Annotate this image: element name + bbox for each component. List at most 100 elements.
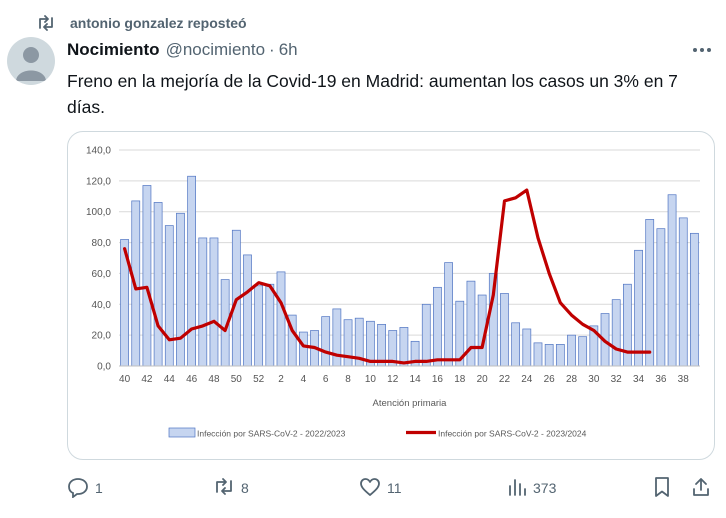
x-tick-label: 52 (253, 374, 265, 385)
x-tick-label: 20 (477, 374, 489, 385)
bar (533, 342, 543, 367)
bar (198, 237, 208, 367)
views-count: 373 (533, 480, 557, 496)
y-tick-label: 40,0 (92, 300, 112, 311)
tweet-text: Freno en la mejoría de la Covid-19 en Ma… (67, 71, 678, 117)
like-count: 11 (387, 480, 402, 496)
views-button[interactable]: 373 (507, 474, 556, 502)
x-tick-label: 8 (345, 374, 351, 385)
x-tick-label: 46 (186, 374, 198, 385)
x-tick-label: 10 (365, 374, 377, 385)
bar (377, 323, 386, 367)
like-button[interactable]: 11 (359, 474, 402, 502)
bar (567, 334, 576, 367)
x-tick-label: 12 (387, 374, 399, 385)
reply-count: 1 (95, 480, 103, 496)
x-tick-label: 26 (544, 374, 556, 385)
x-tick-label: 2 (278, 374, 284, 385)
views-icon (507, 477, 533, 500)
x-tick-label: 42 (141, 374, 153, 385)
separator: · (269, 40, 275, 59)
x-tick-label: 44 (164, 374, 176, 385)
bookmark-icon (652, 476, 678, 501)
y-tick-label: 80,0 (92, 238, 112, 249)
x-tick-label: 28 (566, 374, 578, 385)
x-tick-label: 34 (633, 374, 645, 385)
x-tick-label: 50 (231, 374, 243, 385)
bar (321, 316, 331, 367)
author-name[interactable]: Nocimiento (67, 40, 160, 59)
bar (421, 303, 431, 367)
bookmark-button[interactable] (652, 474, 678, 502)
x-tick-label: 4 (301, 374, 307, 385)
action-bar: 1 8 11 373 (67, 474, 717, 502)
share-button[interactable] (691, 474, 717, 502)
x-tick-label: 30 (588, 374, 600, 385)
x-tick-label: 48 (208, 374, 220, 385)
reply-icon (67, 476, 95, 501)
reply-button[interactable]: 1 (67, 474, 103, 502)
bar (690, 232, 699, 367)
bar (522, 328, 532, 367)
y-tick-label: 0,0 (97, 362, 111, 373)
repost-icon (213, 477, 241, 500)
y-tick-label: 120,0 (86, 176, 111, 187)
x-tick-label: 38 (678, 374, 690, 385)
x-tick-label: 14 (410, 374, 422, 385)
x-tick-label: 6 (323, 374, 329, 385)
bar (254, 285, 264, 367)
x-tick-label: 24 (521, 374, 533, 385)
repost-count: 8 (241, 480, 249, 496)
x-tick-label: 40 (119, 374, 131, 385)
legend-label-bar: Infección por SARS-CoV-2 - 2022/2023 (197, 429, 346, 439)
x-tick-label: 32 (611, 374, 623, 385)
legend-label-line: Infección por SARS-CoV-2 - 2023/2024 (438, 429, 587, 439)
bar (209, 237, 219, 367)
x-tick-label: 36 (655, 374, 667, 385)
post-time[interactable]: 6h (278, 40, 298, 59)
legend-swatch-bar (168, 427, 196, 438)
y-tick-label: 140,0 (86, 146, 111, 157)
bar (578, 336, 588, 367)
repost-button[interactable]: 8 (213, 474, 249, 502)
author-handle[interactable]: @nocimiento (165, 40, 266, 59)
bar (511, 322, 521, 367)
bar (623, 283, 632, 367)
bar (298, 331, 308, 367)
heart-icon (359, 477, 387, 500)
bar (656, 228, 666, 367)
bar (678, 217, 688, 367)
x-tick-label: 22 (499, 374, 511, 385)
more-options-icon[interactable] (690, 40, 714, 60)
bar (332, 308, 342, 367)
share-icon (691, 476, 717, 501)
repost-icon (36, 13, 56, 33)
bar (611, 299, 621, 367)
tweet-header: Nocimiento @nocimiento · 6h (67, 40, 298, 60)
bar (343, 319, 353, 367)
repost-label: antonio gonzalez reposteó (70, 15, 247, 31)
bar (243, 254, 252, 367)
bar (176, 212, 185, 367)
bar (667, 194, 677, 367)
bar (555, 344, 565, 367)
bar (466, 280, 476, 367)
y-tick-label: 100,0 (86, 207, 111, 218)
bar (444, 262, 453, 367)
repost-banner[interactable]: antonio gonzalez reposteó (36, 13, 247, 33)
bar (142, 185, 152, 367)
x-tick-label: 18 (454, 374, 466, 385)
bar (399, 327, 409, 367)
series-line (122, 188, 652, 365)
chart-image[interactable]: 0,0 20,0 40,0 60,0 80,0 100,0 120,0 140,0 40 42 44… (67, 131, 715, 460)
bar (164, 225, 174, 367)
y-tick-label: 60,0 (92, 269, 112, 280)
bar (634, 249, 643, 367)
bar (500, 293, 509, 367)
bar (544, 344, 554, 367)
bar (265, 283, 275, 367)
x-tick-label: 16 (432, 374, 444, 385)
bar (187, 175, 196, 367)
avatar[interactable] (7, 37, 55, 85)
